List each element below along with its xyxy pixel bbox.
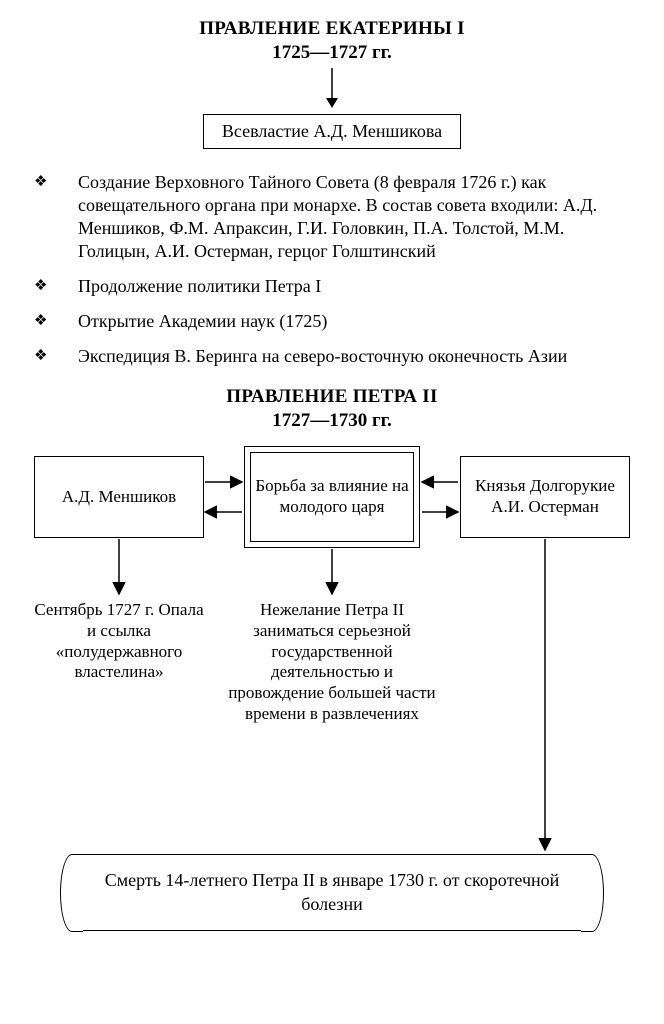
top-box-wrap: Всевластие А.Д. Меншикова xyxy=(34,114,630,149)
page: ПРАВЛЕНИЕ ЕКАТЕРИНЫ I 1725—1727 гг. Всев… xyxy=(0,0,664,966)
diamond-bullet-icon: ❖ xyxy=(34,171,78,192)
diamond-bullet-icon: ❖ xyxy=(34,275,78,296)
node-struggle-inner: Борьба за влияние на молодого царя xyxy=(250,452,414,542)
node-menshikov: А.Д. Меншиков xyxy=(34,456,204,538)
outcome-text: Нежелание Петра II заниматься серьезной … xyxy=(228,600,435,723)
conclusion-box: Смерть 14-летнего Петра II в январе 1730… xyxy=(72,854,592,931)
bullet-text: Открытие Академии наук (1725) xyxy=(78,310,630,333)
outcome-left: Сентябрь 1727 г. Опала и ссылка «полудер… xyxy=(34,600,204,683)
bullet-text: Экспедиция В. Беринга на северо-восточну… xyxy=(78,345,630,368)
section1-title-line2: 1725—1727 гг. xyxy=(34,42,630,64)
list-item: ❖ Экспедиция В. Беринга на северо-восточ… xyxy=(34,345,630,368)
bullet-text: Продолжение политики Петра I xyxy=(78,275,630,298)
outcome-text: Сентябрь 1727 г. Опала и ссылка «полудер… xyxy=(34,600,203,681)
node-struggle: Борьба за влияние на молодого царя xyxy=(244,446,420,548)
bullet-list: ❖ Создание Верховного Тайного Совета (8 … xyxy=(34,171,630,368)
section2-title-line2: 1727—1730 гг. xyxy=(34,410,630,432)
top-box: Всевластие А.Д. Меншикова xyxy=(203,114,461,149)
outcome-center: Нежелание Петра II заниматься серьезной … xyxy=(224,600,440,724)
diamond-bullet-icon: ❖ xyxy=(34,345,78,366)
section2-title: ПРАВЛЕНИЕ ПЕТРА II 1727—1730 гг. xyxy=(34,386,630,432)
section1-title-line1: ПРАВЛЕНИЕ ЕКАТЕРИНЫ I xyxy=(34,18,630,40)
bullet-text: Создание Верховного Тайного Совета (8 фе… xyxy=(78,171,630,263)
flowchart: А.Д. Меншиков Борьба за влияние на молод… xyxy=(34,446,630,946)
node-label: Борьба за влияние на молодого царя xyxy=(255,476,409,517)
list-item: ❖ Открытие Академии наук (1725) xyxy=(34,310,630,333)
node-dolgorukie: Князья Долгорукие А.И. Остерман xyxy=(460,456,630,538)
conclusion-text: Смерть 14-летнего Петра II в январе 1730… xyxy=(105,870,560,913)
section2-title-line1: ПРАВЛЕНИЕ ПЕТРА II xyxy=(34,386,630,408)
node-label: Князья Долгорукие А.И. Остерман xyxy=(467,476,623,517)
section1-title: ПРАВЛЕНИЕ ЕКАТЕРИНЫ I 1725—1727 гг. xyxy=(34,18,630,64)
node-label: А.Д. Меншиков xyxy=(62,487,176,508)
list-item: ❖ Создание Верховного Тайного Совета (8 … xyxy=(34,171,630,263)
diamond-bullet-icon: ❖ xyxy=(34,310,78,331)
arrow-down-icon xyxy=(34,68,630,108)
conclusion-frame: Смерть 14-летнего Петра II в январе 1730… xyxy=(72,854,592,931)
list-item: ❖ Продолжение политики Петра I xyxy=(34,275,630,298)
